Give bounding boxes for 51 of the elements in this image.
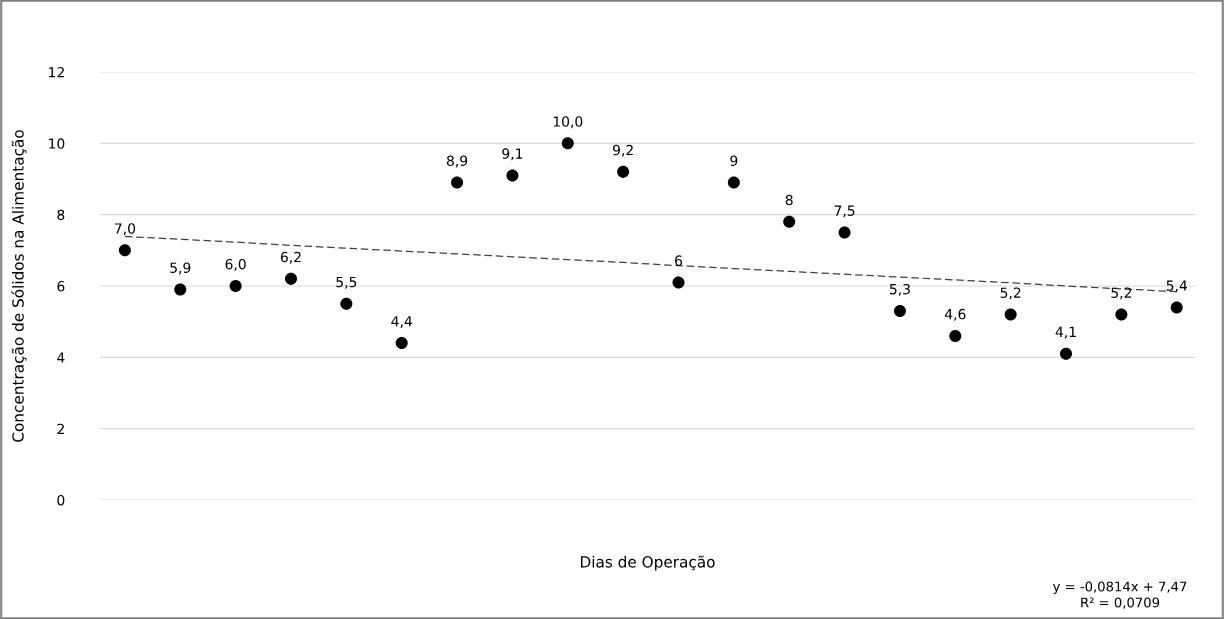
data-label: 6,0 (225, 258, 246, 271)
x-axis-title: Dias de Operação (580, 555, 715, 571)
point (561, 137, 574, 150)
data-label: 9 (730, 155, 738, 166)
data-label: 5,2 (1111, 287, 1132, 300)
data-label: 6,2 (280, 251, 301, 264)
point (174, 283, 187, 296)
data-label: 4,6 (944, 308, 966, 321)
data-label: 5,2 (1000, 287, 1021, 300)
point (451, 176, 464, 189)
y-tick-label: 10 (49, 138, 65, 149)
point (284, 272, 297, 285)
data-label: 8,9 (446, 155, 468, 168)
data-label: 7,5 (834, 205, 855, 218)
point (118, 244, 131, 257)
data-label: 5,9 (170, 262, 191, 275)
point (949, 329, 962, 342)
data-label: 4,4 (391, 316, 412, 328)
y-tick-label: 4 (57, 352, 65, 363)
point (229, 279, 242, 293)
point (838, 226, 851, 239)
point (1170, 301, 1183, 314)
point (395, 337, 408, 350)
point (340, 297, 353, 310)
data-label: 7,0 (115, 223, 136, 236)
point (617, 165, 630, 178)
data-label: 9,2 (612, 144, 633, 157)
point (672, 276, 685, 289)
y-tick-label: 12 (49, 66, 64, 78)
data-label: 10,0 (553, 116, 583, 129)
data-label: 8 (785, 194, 793, 206)
data-label: 5,5 (336, 276, 357, 289)
data-label: 6 (675, 255, 683, 266)
data-label: 5,4 (1166, 280, 1187, 293)
text: y = -0,0814x + 7,47 (1052, 581, 1187, 594)
data-label: 4,1 (1055, 326, 1076, 339)
data-label: 5,3 (889, 283, 910, 296)
y-tick-label: 8 (57, 209, 65, 221)
data-label: 9,1 (502, 148, 523, 161)
text: R² = 0,0709 (1081, 597, 1160, 609)
y-tick-label: 6 (57, 280, 65, 292)
point (1060, 347, 1073, 360)
y-axis-title: Concentração de Sólidos na Alimentação (11, 130, 27, 442)
point (1004, 308, 1017, 321)
y-tick-label: 2 (57, 423, 64, 434)
point (893, 304, 906, 317)
y-tick-label: 0 (57, 494, 65, 506)
point (506, 169, 519, 182)
point (1115, 308, 1128, 321)
point (783, 215, 796, 228)
point (727, 176, 740, 189)
